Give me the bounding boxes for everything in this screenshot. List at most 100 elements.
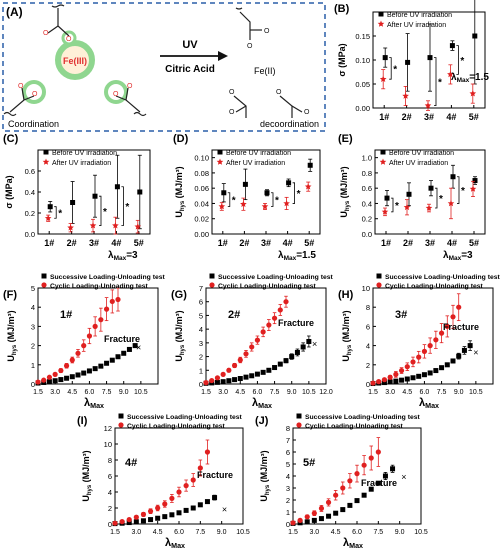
- successive-point: [92, 366, 98, 372]
- successive-point: [183, 507, 189, 513]
- significance-star: *: [438, 78, 442, 89]
- legend-label: After UV irradiation: [226, 160, 285, 167]
- uv-label: UV: [182, 39, 198, 51]
- x-tick-label: 2#: [67, 238, 77, 248]
- x-tick-label: 4.5: [67, 389, 77, 396]
- cyclic-point: [112, 520, 118, 526]
- successive-point: [289, 354, 295, 360]
- x-tick-label: 6.0: [85, 389, 95, 396]
- plot-frame: [205, 287, 327, 385]
- y-tick-label: 6: [286, 448, 290, 457]
- successive-point: [52, 378, 58, 384]
- legend-label: Cyclic Loading-Unloading test: [127, 423, 226, 430]
- cyclic-point: [361, 462, 367, 468]
- svg-text:O: O: [43, 30, 49, 37]
- x-tick-label: 9.0: [217, 529, 227, 536]
- cyclic-point: [271, 315, 278, 321]
- before-uv-point: [92, 193, 98, 199]
- legend-marker: [296, 422, 302, 428]
- after-uv-point: [381, 208, 389, 215]
- before-uv-point: [450, 174, 456, 180]
- y-tick-label: 8: [286, 424, 290, 433]
- cyclic-point: [311, 510, 317, 516]
- after-uv-point: [469, 185, 477, 192]
- cyclic-point: [410, 359, 416, 365]
- after-uv-point: [112, 222, 119, 229]
- fracture-label: Fracture: [197, 470, 233, 480]
- legend-marker: [41, 273, 47, 279]
- successive-point: [220, 379, 226, 385]
- x-tick-label: 1#: [379, 112, 389, 122]
- fe3-glow: [55, 40, 95, 80]
- y-tick-label: 2: [31, 342, 35, 351]
- cyclic-point: [381, 377, 388, 383]
- significance-bracket: [434, 57, 437, 106]
- x-tick-label: 1#: [218, 238, 228, 248]
- significance-bracket: [54, 206, 57, 219]
- x-tick-label: 1.5: [110, 529, 120, 536]
- successive-point: [450, 358, 456, 364]
- legend-marker: [118, 422, 124, 428]
- x-tick-label: 1#: [44, 238, 54, 248]
- cyclic-point: [433, 337, 439, 343]
- successive-point: [249, 373, 255, 379]
- sample-label: 5#: [303, 457, 315, 469]
- panel-label: (D): [173, 133, 189, 145]
- carboxyl-glow-top: [61, 30, 77, 46]
- y-tick-label: 1: [31, 361, 35, 370]
- after-uv-point: [425, 204, 433, 211]
- y-axis-label-B: σ (MPa): [337, 43, 347, 76]
- significance-star: *: [232, 196, 236, 207]
- cyclic-point: [249, 344, 255, 350]
- x-tick-label: 7.5: [195, 529, 205, 536]
- cyclic-point: [183, 483, 189, 489]
- y-tick-label: 1.0: [362, 154, 372, 163]
- legend-marker: [296, 413, 302, 419]
- cyclic-point: [438, 330, 445, 336]
- y-tick-label: 5: [199, 311, 203, 320]
- successive-point: [126, 520, 132, 526]
- successive-point: [347, 502, 353, 508]
- y-tick-label: 0.04: [194, 199, 209, 208]
- successive-point: [75, 372, 81, 378]
- y-tick-label: 8: [366, 303, 370, 312]
- y-tick-label: 0.10: [194, 154, 209, 163]
- x-tick-label: 7.5: [270, 389, 280, 396]
- cyclic-point: [416, 354, 422, 360]
- y-tick-label: 2: [366, 361, 370, 370]
- x-tick-label: 10.5: [414, 529, 428, 536]
- significance-bracket: [391, 197, 394, 213]
- after-uv-point: [240, 200, 247, 207]
- after-uv-point: [218, 203, 226, 210]
- chart-c: 0.0 0.2 0.4 0.6 1# 2# 3# 4# 5# σ (MPa) (C) Before U…: [3, 133, 151, 262]
- y-axis-label-E: Uhys (MJ/m³): [339, 166, 351, 217]
- successive-point: [421, 372, 427, 378]
- legend-label: After UV irradiation: [52, 160, 111, 167]
- y-tick-label: 4: [31, 303, 35, 312]
- y-axis-label-I: Uhys (MJ/m³): [81, 450, 93, 501]
- before-uv-point: [137, 189, 143, 195]
- cyclic-point: [370, 380, 376, 386]
- y-tick-label: 1: [199, 366, 203, 375]
- legend-label: Successive Loading-Unloading test: [385, 274, 501, 281]
- y-tick-label: 0.00: [194, 230, 209, 239]
- legend-marker: [377, 20, 385, 27]
- cyclic-point: [35, 379, 41, 385]
- x-tick-label: 9.0: [119, 389, 129, 396]
- legend-label: Before UV irradiation: [226, 150, 291, 157]
- x-tick-label: 4#: [447, 238, 457, 248]
- significance-star: *: [439, 194, 443, 205]
- x-tick-label: 1.5: [288, 529, 298, 536]
- cyclic-point: [81, 343, 87, 349]
- cyclic-point: [283, 299, 289, 305]
- significance-star: *: [125, 202, 129, 213]
- x-tick-label: 6.0: [253, 389, 263, 396]
- cyclic-point: [176, 489, 182, 495]
- legend-marker: [43, 149, 49, 155]
- successive-point: [354, 498, 360, 504]
- x-axis-label: λMax: [343, 537, 363, 550]
- fe3-ion: Fe(III): [63, 56, 87, 66]
- panel-label: (H): [338, 289, 354, 301]
- x-tick-label: 3.0: [218, 389, 228, 396]
- successive-point: [126, 346, 132, 352]
